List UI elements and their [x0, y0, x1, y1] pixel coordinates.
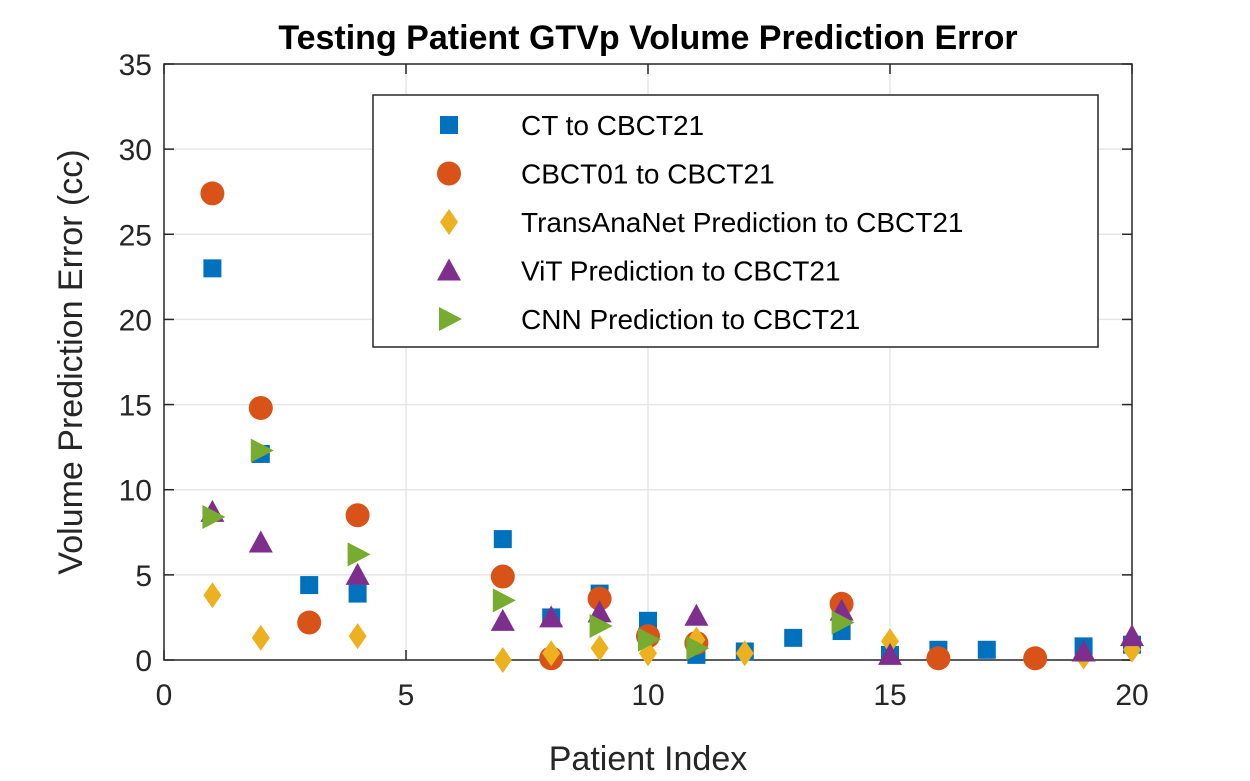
legend-label: CNN Prediction to CBCT21 — [521, 304, 860, 335]
data-point — [735, 640, 754, 667]
y-tick-label: 20 — [119, 304, 152, 337]
legend-label: ViT Prediction to CBCT21 — [521, 256, 841, 287]
data-point — [926, 646, 951, 671]
axis-ticks: 0 5 10 15 20 0 5 10 15 20 25 30 35 — [119, 49, 1149, 712]
legend-marker — [440, 116, 458, 134]
series-circle — [200, 181, 1048, 671]
data-point — [348, 584, 367, 603]
data-point — [297, 610, 322, 635]
data-point — [202, 504, 226, 529]
data-point — [347, 542, 371, 567]
x-tick-label: 0 — [156, 679, 173, 712]
data-point — [490, 608, 515, 631]
data-points — [200, 181, 1144, 673]
data-point — [251, 624, 270, 651]
legend-marker — [439, 307, 462, 331]
data-point — [203, 259, 222, 278]
data-point — [203, 582, 222, 609]
data-point — [248, 395, 273, 420]
data-point — [345, 503, 370, 528]
data-point — [345, 562, 370, 585]
data-point — [492, 588, 516, 613]
data-point — [1023, 646, 1048, 671]
legend-marker — [437, 161, 461, 186]
data-point — [638, 627, 661, 652]
data-point — [248, 530, 273, 553]
data-point — [684, 603, 709, 626]
data-point — [493, 647, 512, 673]
data-point — [590, 635, 609, 662]
y-tick-label: 0 — [135, 645, 152, 678]
data-point — [493, 530, 512, 549]
legend-marker — [437, 258, 461, 281]
data-point — [831, 610, 855, 635]
data-point — [1120, 624, 1144, 647]
data-point — [587, 586, 612, 611]
legend-label: CT to CBCT21 — [521, 110, 704, 141]
data-point — [200, 181, 225, 206]
x-tick-label: 20 — [1115, 679, 1148, 712]
data-point — [542, 640, 561, 667]
data-point — [1071, 639, 1096, 662]
legend-marker — [440, 209, 458, 235]
data-point — [977, 640, 996, 659]
legend-label: TransAnaNet Prediction to CBCT21 — [521, 207, 964, 238]
chart-title: Testing Patient GTVp Volume Prediction E… — [278, 19, 1017, 57]
data-point — [878, 642, 902, 665]
legend: CT to CBCT21 CBCT01 to CBCT21 TransAnaNet … — [372, 94, 1099, 348]
y-tick-label: 15 — [119, 390, 152, 423]
x-tick-label: 10 — [631, 679, 664, 712]
data-point — [686, 636, 710, 661]
y-tick-label: 5 — [135, 560, 152, 593]
legend-box — [372, 94, 1099, 348]
x-axis-label: Patient Index — [549, 740, 747, 778]
data-point — [490, 564, 515, 589]
data-point — [784, 628, 803, 647]
y-tick-label: 10 — [119, 475, 152, 508]
y-axis-label: Volume Prediction Error (cc) — [52, 149, 90, 574]
y-tick-label: 30 — [119, 134, 152, 167]
data-point — [300, 576, 319, 595]
legend-label: CBCT01 to CBCT21 — [521, 159, 775, 190]
y-tick-label: 35 — [119, 49, 152, 82]
y-tick-label: 25 — [119, 219, 152, 252]
x-tick-label: 5 — [398, 679, 415, 712]
data-point — [539, 605, 564, 628]
data-point — [589, 613, 613, 638]
x-tick-label: 15 — [873, 679, 906, 712]
data-point — [348, 623, 367, 650]
data-point — [250, 438, 274, 463]
data-point — [881, 628, 899, 655]
series-triangle-right — [202, 438, 855, 661]
